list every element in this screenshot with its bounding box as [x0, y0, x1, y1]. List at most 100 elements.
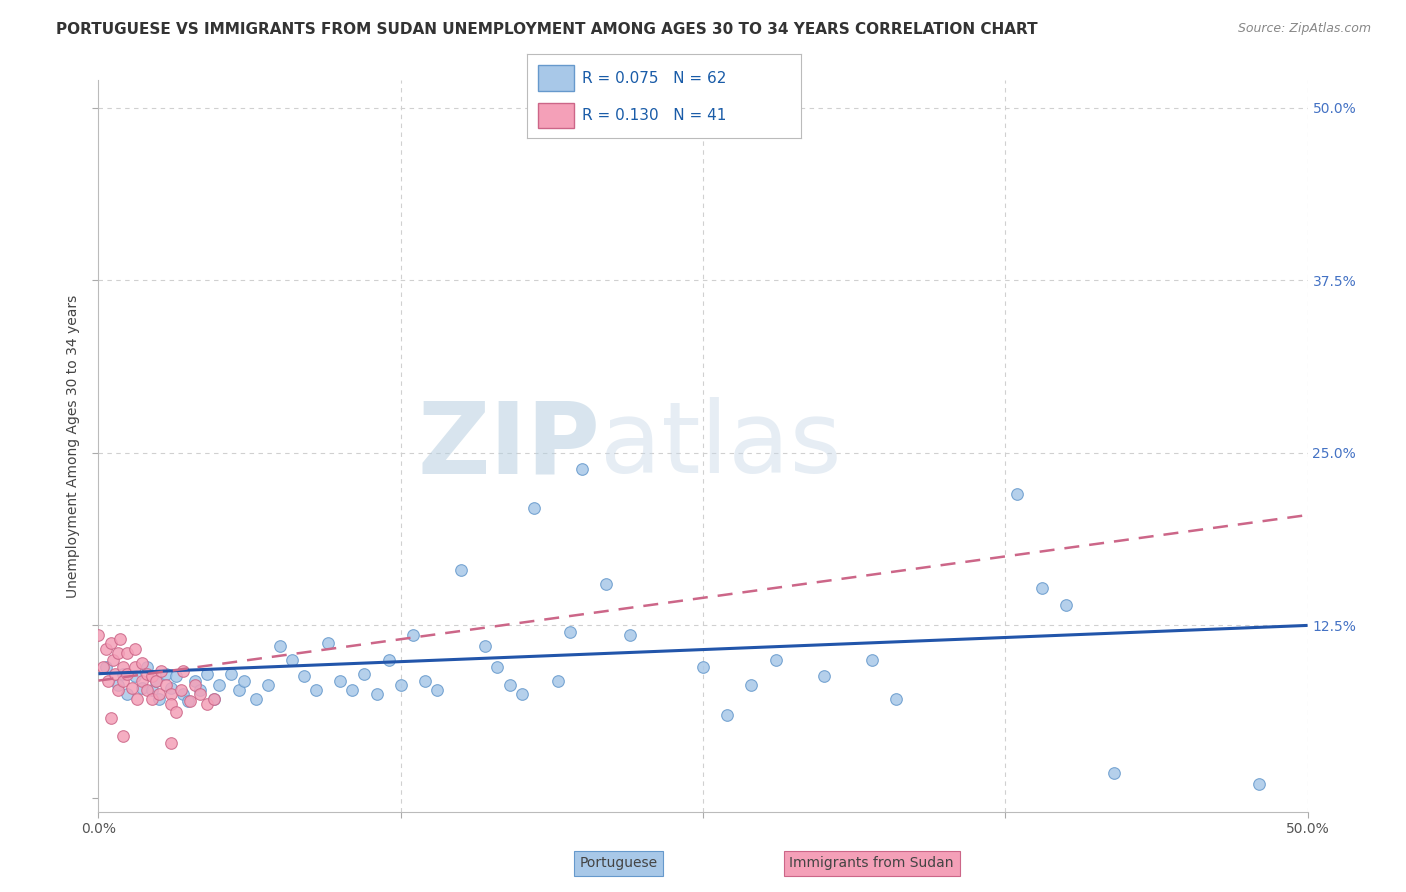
Point — [813, 669, 835, 683]
Point — [281, 653, 304, 667]
Point — [316, 636, 339, 650]
Point — [523, 501, 546, 516]
Text: Source: ZipAtlas.com: Source: ZipAtlas.com — [1237, 22, 1371, 36]
Point — [204, 691, 226, 706]
Point — [131, 681, 153, 695]
Point — [141, 683, 163, 698]
Point — [292, 669, 315, 683]
Point — [256, 678, 278, 692]
Point — [124, 641, 146, 656]
Point — [135, 660, 157, 674]
Text: R = 0.075   N = 62: R = 0.075 N = 62 — [582, 70, 727, 86]
Point — [1031, 581, 1053, 595]
Point — [329, 673, 352, 688]
Point — [389, 678, 412, 692]
Point — [692, 660, 714, 674]
Point — [165, 669, 187, 683]
Point — [141, 669, 163, 683]
FancyBboxPatch shape — [538, 65, 574, 91]
Point — [111, 729, 134, 743]
Point — [107, 678, 129, 692]
Point — [498, 678, 520, 692]
Point — [160, 687, 183, 701]
Point — [184, 673, 207, 688]
Text: PORTUGUESE VS IMMIGRANTS FROM SUDAN UNEMPLOYMENT AMONG AGES 30 TO 34 YEARS CORRE: PORTUGUESE VS IMMIGRANTS FROM SUDAN UNEM… — [56, 22, 1038, 37]
Point — [177, 694, 200, 708]
Point — [740, 678, 762, 692]
Point — [179, 694, 201, 708]
Point — [474, 639, 496, 653]
Point — [148, 691, 170, 706]
Text: atlas: atlas — [600, 398, 842, 494]
Point — [94, 641, 117, 656]
Point — [131, 673, 153, 688]
Point — [377, 653, 399, 667]
Point — [97, 673, 120, 688]
Point — [155, 666, 177, 681]
Point — [117, 666, 139, 681]
Point — [124, 669, 146, 683]
Point — [131, 656, 153, 670]
Point — [547, 673, 569, 688]
Point — [619, 628, 641, 642]
Point — [141, 691, 163, 706]
Point — [104, 666, 127, 681]
Point — [1054, 598, 1077, 612]
Point — [165, 706, 187, 720]
Y-axis label: Unemployment Among Ages 30 to 34 years: Unemployment Among Ages 30 to 34 years — [66, 294, 80, 598]
Point — [305, 683, 328, 698]
Point — [366, 687, 388, 701]
Point — [426, 683, 449, 698]
Point — [172, 687, 194, 701]
Point — [571, 462, 593, 476]
Point — [1249, 777, 1271, 791]
Point — [117, 646, 139, 660]
Point — [160, 697, 183, 711]
Point — [716, 708, 738, 723]
Point — [195, 666, 218, 681]
FancyBboxPatch shape — [538, 103, 574, 128]
Point — [108, 632, 131, 647]
Point — [245, 691, 267, 706]
Point — [117, 687, 139, 701]
Point — [100, 636, 122, 650]
Point — [107, 646, 129, 660]
Point — [160, 681, 183, 695]
Point — [121, 681, 143, 695]
Text: Portuguese: Portuguese — [579, 856, 658, 871]
Point — [160, 736, 183, 750]
Point — [221, 666, 243, 681]
Point — [232, 673, 254, 688]
Point — [184, 678, 207, 692]
Point — [135, 683, 157, 698]
Point — [91, 660, 114, 674]
Point — [150, 664, 173, 678]
Point — [188, 687, 211, 701]
Point — [595, 577, 617, 591]
Point — [148, 687, 170, 701]
Point — [510, 687, 533, 701]
Point — [124, 660, 146, 674]
Point — [413, 673, 436, 688]
Point — [111, 673, 134, 688]
Point — [486, 660, 509, 674]
Point — [1102, 766, 1125, 780]
Point — [342, 683, 364, 698]
Point — [188, 683, 211, 698]
Point — [195, 697, 218, 711]
Point — [101, 653, 124, 667]
Point — [402, 628, 425, 642]
Point — [269, 639, 291, 653]
Text: R = 0.130   N = 41: R = 0.130 N = 41 — [582, 108, 727, 123]
Point — [450, 563, 472, 577]
Point — [155, 678, 177, 692]
Point — [1007, 487, 1029, 501]
Point — [208, 678, 231, 692]
Point — [127, 691, 149, 706]
Point — [111, 666, 134, 681]
Point — [860, 653, 883, 667]
Point — [765, 653, 787, 667]
Point — [169, 683, 191, 698]
Point — [100, 711, 122, 725]
Point — [111, 660, 134, 674]
